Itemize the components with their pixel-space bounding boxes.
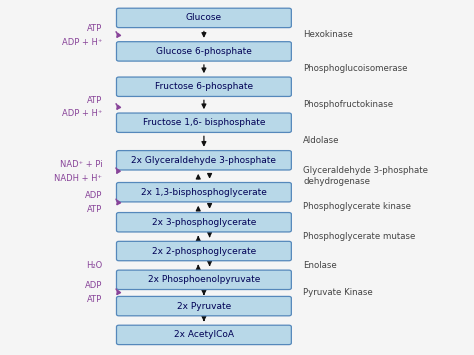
FancyBboxPatch shape — [117, 296, 292, 316]
FancyBboxPatch shape — [117, 77, 292, 97]
Text: Phosphoglucoisomerase: Phosphoglucoisomerase — [303, 64, 408, 73]
Text: Fructose 1,6- bisphosphate: Fructose 1,6- bisphosphate — [143, 118, 265, 127]
FancyBboxPatch shape — [117, 213, 292, 232]
FancyBboxPatch shape — [117, 42, 292, 61]
FancyBboxPatch shape — [117, 8, 292, 28]
Text: Phosphoglycerate kinase: Phosphoglycerate kinase — [303, 202, 411, 211]
Text: H₂O: H₂O — [86, 261, 102, 269]
Text: Hexokinase: Hexokinase — [303, 30, 353, 39]
FancyBboxPatch shape — [117, 241, 292, 261]
Text: 2x Glyceraldehyde 3-phosphate: 2x Glyceraldehyde 3-phosphate — [131, 156, 276, 165]
Text: ADP: ADP — [85, 281, 102, 290]
FancyBboxPatch shape — [117, 182, 292, 202]
Text: ADP: ADP — [85, 191, 102, 200]
Text: 2x AcetylCoA: 2x AcetylCoA — [174, 331, 234, 339]
Text: Aldolase: Aldolase — [303, 136, 340, 146]
Text: Pyruvate Kinase: Pyruvate Kinase — [303, 288, 373, 297]
Text: 2x Pyruvate: 2x Pyruvate — [177, 302, 231, 311]
Text: Phosphofructokinase: Phosphofructokinase — [303, 100, 393, 109]
Text: ATP: ATP — [87, 295, 102, 304]
Text: ATP: ATP — [87, 96, 102, 105]
Text: Glucose 6-phosphate: Glucose 6-phosphate — [156, 47, 252, 56]
Text: NAD⁺ + Pi: NAD⁺ + Pi — [60, 160, 102, 169]
Text: ATP: ATP — [87, 205, 102, 214]
Text: 2x 1,3-bisphosphoglycerate: 2x 1,3-bisphosphoglycerate — [141, 188, 267, 197]
Text: 2x Phosphoenolpyruvate: 2x Phosphoenolpyruvate — [148, 275, 260, 284]
Text: Phosphoglycerate mutase: Phosphoglycerate mutase — [303, 231, 416, 241]
FancyBboxPatch shape — [117, 113, 292, 132]
Text: ADP + H⁺: ADP + H⁺ — [62, 38, 102, 47]
Text: NADH + H⁺: NADH + H⁺ — [55, 174, 102, 182]
FancyBboxPatch shape — [117, 270, 292, 290]
FancyBboxPatch shape — [117, 325, 292, 345]
Text: Enolase: Enolase — [303, 261, 337, 269]
FancyBboxPatch shape — [117, 151, 292, 170]
Text: ADP + H⁺: ADP + H⁺ — [62, 109, 102, 119]
Text: Fructose 6-phosphate: Fructose 6-phosphate — [155, 82, 253, 91]
Text: 2x 2-phosphoglycerate: 2x 2-phosphoglycerate — [152, 246, 256, 256]
Text: ATP: ATP — [87, 24, 102, 33]
Text: Glyceraldehyde 3-phosphate
dehydrogenase: Glyceraldehyde 3-phosphate dehydrogenase — [303, 166, 428, 186]
Text: 2x 3-phosphoglycerate: 2x 3-phosphoglycerate — [152, 218, 256, 227]
Text: Glucose: Glucose — [186, 13, 222, 22]
